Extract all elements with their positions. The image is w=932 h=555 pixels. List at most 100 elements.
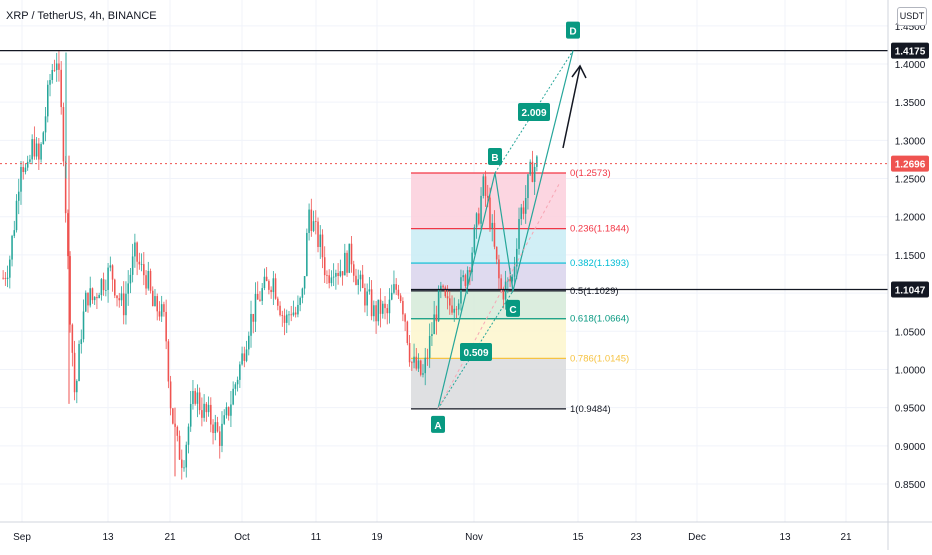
fib-level-label: 0.382(1.1393): [570, 258, 629, 269]
candle-body: [395, 284, 397, 290]
candle-body: [93, 296, 96, 301]
x-tick-label: 15: [572, 532, 584, 543]
candle-body: [243, 353, 246, 361]
candle-body: [471, 252, 473, 273]
candle-body: [102, 279, 105, 291]
candle-body: [346, 252, 348, 273]
candle-body: [424, 357, 426, 374]
candle-body: [321, 234, 324, 258]
candle-body: [196, 392, 199, 404]
candle-body: [218, 431, 221, 446]
candle-body: [518, 218, 520, 249]
candle-body: [341, 271, 344, 276]
candle-body: [11, 235, 13, 260]
candle-body: [306, 232, 308, 277]
candle-body: [460, 277, 462, 304]
candle-body: [6, 277, 9, 279]
candle-body: [26, 161, 29, 168]
candle-body: [399, 295, 402, 302]
candle-body: [404, 314, 406, 322]
candle-body: [160, 304, 163, 317]
ratio-bc-label: 0.509: [463, 348, 488, 359]
resistance-price-tag: 1.4175: [895, 47, 926, 58]
y-tick-label: 1.4500: [895, 22, 926, 33]
candle-body: [426, 357, 429, 359]
candle-body: [230, 404, 232, 416]
currency-label[interactable]: USDT: [897, 7, 927, 26]
candle-body: [207, 404, 210, 413]
fib-level-label: 0.236(1.1844): [570, 224, 629, 235]
chart-title: XRP / TetherUS, 4h, BINANCE: [6, 10, 157, 22]
candle-body: [216, 422, 219, 432]
candle-body: [259, 299, 261, 301]
candle-body: [428, 335, 431, 358]
candle-body: [361, 274, 364, 288]
y-tick-label: 0.9500: [895, 404, 926, 415]
candle-body: [312, 221, 315, 231]
candle-body: [31, 139, 33, 160]
candle-body: [143, 264, 145, 276]
candle-body: [212, 424, 214, 434]
point-a-label: A: [434, 421, 441, 432]
candle-body: [446, 296, 449, 299]
candle-body: [78, 343, 80, 381]
candle-body: [42, 132, 45, 145]
candle-body: [149, 270, 152, 291]
fib-level-label: 0.786(1.0145): [570, 353, 629, 364]
fib-level-label: 1(0.9484): [570, 404, 611, 415]
candle-body: [359, 274, 362, 280]
ratio-cd-label: 2.009: [521, 108, 546, 119]
candle-body: [513, 266, 516, 277]
x-tick-label: Oct: [234, 532, 250, 543]
candle-body: [453, 308, 456, 313]
candle-body: [154, 296, 156, 307]
x-tick-label: 13: [102, 532, 114, 543]
horizontal-lines: [0, 49, 888, 291]
x-tick-label: 11: [311, 532, 322, 543]
candle-body: [529, 161, 531, 175]
candle-body: [47, 84, 49, 117]
candle-body: [390, 292, 393, 300]
point-b-label-bg: [488, 147, 502, 165]
candle-body: [232, 388, 234, 405]
y-tick-label: 1.4000: [895, 60, 926, 71]
candle-body: [495, 246, 498, 260]
candle-body: [127, 283, 129, 294]
candle-body: [486, 195, 489, 198]
fib-band: [411, 228, 566, 264]
candle-body: [415, 356, 418, 369]
candle-body: [272, 278, 275, 293]
candle-body: [140, 264, 143, 265]
candle-body: [507, 279, 509, 282]
last-price-tag-bg: [891, 155, 929, 172]
abcd-path: [437, 50, 574, 409]
last-price-tag: 1.2696: [895, 160, 926, 171]
x-tick-label: 23: [630, 532, 642, 543]
candle-body: [370, 289, 373, 317]
candle-body: [455, 308, 458, 310]
candle-body: [384, 303, 386, 309]
candle-body: [227, 407, 230, 416]
candle-body: [263, 276, 266, 289]
candle-body: [411, 362, 413, 364]
candle-body: [256, 293, 259, 300]
candle-body: [15, 200, 18, 231]
candle-body: [265, 276, 268, 282]
candle-body: [35, 143, 38, 157]
candle-body: [299, 297, 301, 305]
candle-body: [500, 278, 502, 291]
candle-body: [225, 407, 228, 416]
candle-body: [198, 392, 201, 411]
fib-level-label: 0.5(1.1029): [570, 286, 619, 297]
candle-body: [277, 298, 279, 306]
candle-body: [53, 70, 56, 71]
candle-body: [120, 293, 123, 301]
candle-body: [355, 275, 357, 285]
candle-body: [239, 364, 241, 380]
candle-body: [67, 213, 69, 257]
fib-level-label: 0.618(1.0664): [570, 314, 629, 325]
candle-body: [201, 410, 203, 418]
